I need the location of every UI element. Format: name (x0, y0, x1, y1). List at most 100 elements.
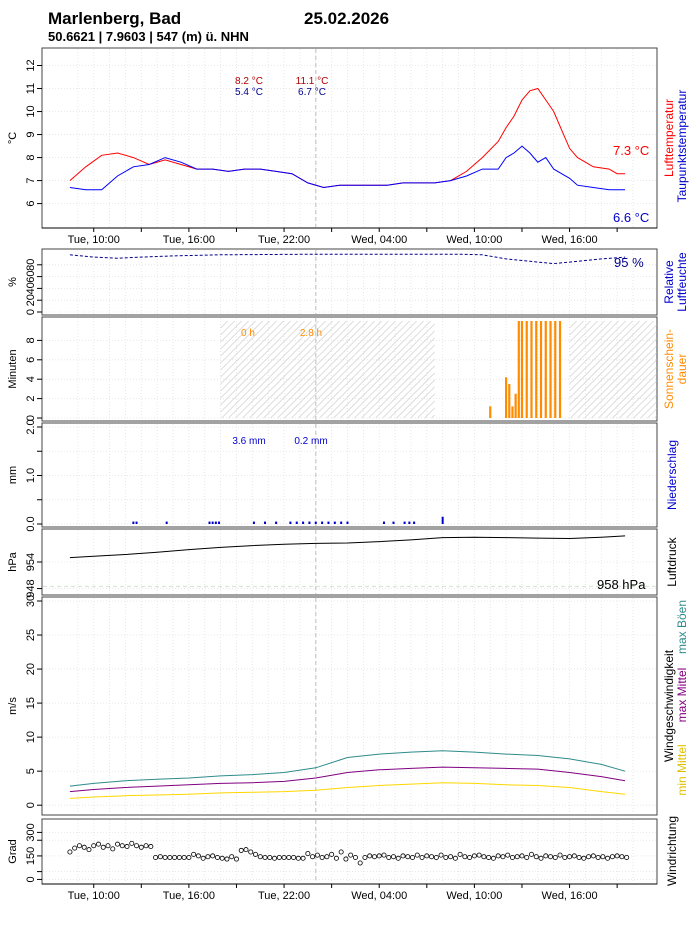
precip-bar (441, 516, 444, 524)
wind-direction-point (443, 854, 449, 860)
wind-direction-point (343, 856, 349, 862)
legend-humidity-1: Relative (662, 260, 676, 304)
night-hatch-0 (291, 320, 389, 419)
night-hatch-0 (312, 320, 410, 419)
sunshine-bar (554, 321, 557, 418)
series-line-humidity (69, 253, 626, 265)
annot-sunshine-day2: 2.8 h (300, 328, 322, 339)
night-hatch-1 (577, 338, 658, 419)
wind-direction-point (333, 855, 339, 861)
ytick-label-temperature-2: 8 (25, 154, 37, 160)
ytick-label-temperature-1: 7 (25, 178, 37, 184)
night-hatch-1 (640, 401, 658, 419)
night-hatch-0 (263, 320, 361, 419)
ytick-label-humidity-3: 60 (25, 270, 37, 282)
series-line-max Mittel (69, 766, 626, 793)
precip-bar (314, 521, 317, 524)
wind-direction-point (115, 841, 121, 847)
wind-direction-point (486, 854, 492, 860)
legend-dew-temp: Taupunktstemperatur (675, 90, 689, 203)
night-hatch-0 (375, 358, 436, 419)
night-hatch-1 (569, 320, 626, 378)
ytick-label-wind_speed-4: 20 (25, 663, 37, 675)
wind-direction-point (148, 844, 154, 850)
precip-bar (275, 521, 278, 524)
wind-direction-point (286, 854, 292, 860)
precip-bar (333, 521, 336, 524)
sunshine-bar (517, 321, 520, 418)
night-hatch-1 (647, 408, 658, 419)
wind-direction-point (243, 847, 249, 853)
wind-direction-point (600, 854, 606, 860)
series-line-max Böen (69, 750, 626, 787)
wind-direction-point (352, 854, 358, 860)
wind-direction-point (138, 844, 144, 850)
panel-frame-humidity (41, 248, 658, 316)
wind-direction-point (100, 844, 106, 850)
sunshine-bar (544, 321, 547, 418)
ytick-label-wind_speed-3: 15 (25, 697, 37, 709)
precip-bar (264, 521, 267, 524)
legend-wind-speed: Windgeschwindigkeit (662, 649, 676, 762)
night-hatch-1 (584, 345, 658, 419)
series-line-Taupunktstemperatur (69, 145, 626, 191)
wind-direction-point (495, 853, 501, 859)
legend-humidity-2: Luftfeuchte (675, 252, 689, 312)
wind-direction-point (143, 843, 149, 849)
wind-direction-point (329, 851, 335, 857)
precip-bar (214, 521, 217, 524)
wind-direction-point (214, 854, 220, 860)
annot-day2-air: 11.1 °C (296, 76, 329, 87)
wind-direction-point (390, 854, 396, 860)
night-hatch-0 (417, 400, 436, 419)
night-hatch-1 (569, 320, 633, 385)
night-hatch-0 (242, 320, 340, 419)
night-hatch-1 (598, 359, 658, 419)
wind-direction-point (452, 855, 458, 861)
night-hatch-1 (569, 320, 591, 343)
wind-direction-point (562, 854, 568, 860)
night-hatch-0 (220, 320, 298, 399)
time-label-top-0: Tue, 10:00 (68, 234, 120, 246)
wind-direction-point (257, 854, 263, 860)
wind-direction-point (95, 841, 101, 847)
wind-direction-point (262, 854, 268, 860)
annot-precip-day2: 0.2 mm (294, 436, 327, 447)
wind-direction-point (76, 843, 82, 849)
sunshine-bar (530, 321, 533, 418)
ytick-label-precipitation-0: 0.0 (25, 516, 37, 531)
chart-date: 25.02.2026 (304, 9, 389, 28)
sunshine-bar (535, 321, 538, 418)
wind-direction-point (272, 855, 278, 861)
wind-direction-point (176, 854, 182, 860)
sunshine-bar (514, 393, 517, 418)
wind-direction-point (210, 853, 216, 859)
ylabel-temperature: °C (7, 132, 19, 144)
annot-day1-dew: 5.4 °C (235, 87, 263, 98)
wind-direction-point (238, 847, 244, 853)
ytick-label-wind_speed-6: 30 (25, 595, 37, 607)
wind-direction-point (400, 853, 406, 859)
wind-direction-point (410, 854, 416, 860)
wind-direction-point (557, 852, 563, 858)
night-hatch-0 (220, 320, 242, 343)
night-hatch-1 (654, 415, 658, 419)
time-label-bottom-3: Wed, 04:00 (351, 890, 407, 902)
time-label-top-1: Tue, 16:00 (163, 234, 215, 246)
wind-direction-point (519, 853, 525, 859)
series-line-pressure (69, 535, 626, 559)
precip-bar (211, 521, 214, 524)
night-hatch-1 (569, 324, 658, 413)
night-hatch-0 (220, 320, 277, 378)
night-hatch-0 (220, 320, 312, 413)
wind-direction-point (191, 851, 197, 857)
wind-direction-point (571, 853, 577, 859)
night-hatch-0 (235, 320, 333, 419)
precip-bar (408, 521, 411, 524)
wind-direction-point (181, 854, 187, 860)
wind-direction-point (424, 853, 430, 859)
wind-direction-point (129, 840, 135, 846)
wind-direction-point (205, 854, 211, 860)
ytick-label-wind_direction-2: 150 (25, 847, 37, 865)
wind-direction-point (505, 852, 511, 858)
